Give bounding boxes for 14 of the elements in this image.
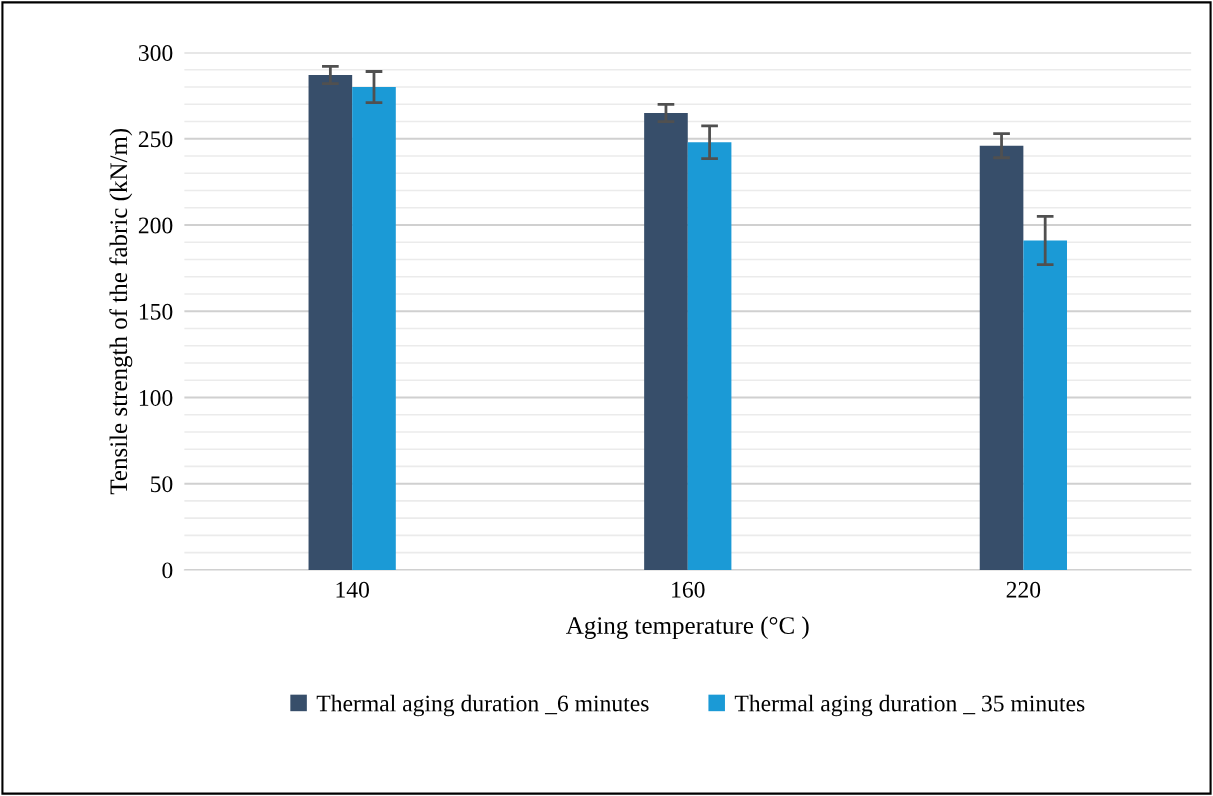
y-tick-label: 0 [162, 562, 173, 579]
y-tick-label: 100 [139, 389, 173, 406]
x-tick-label: 220 [1006, 581, 1041, 598]
legend-label: Thermal aging duration _ 35 minutes [734, 694, 1085, 717]
y-tick-label: 150 [139, 303, 173, 320]
y-tick-label: 50 [151, 476, 173, 493]
x-tick-label: 140 [336, 581, 369, 598]
y-tick-label: 300 [138, 45, 173, 61]
legend-label: Thermal aging duration _6 minutes [316, 694, 649, 717]
y-tick-label: 250 [138, 131, 173, 148]
x-axis-title: Aging temperature (°C ) [566, 616, 809, 640]
y-tick-label: 200 [138, 217, 173, 234]
x-tick-label: 160 [672, 581, 705, 598]
y-axis-title: Tensile strength of the fabric (kN/m) [109, 128, 133, 495]
